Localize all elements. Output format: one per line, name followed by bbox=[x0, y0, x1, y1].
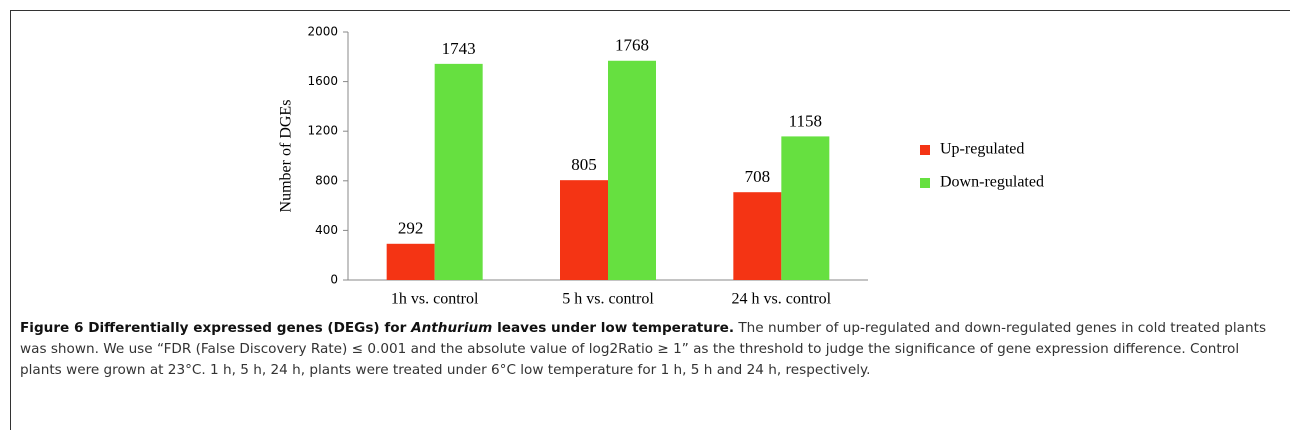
value-label: 805 bbox=[571, 155, 597, 174]
x-tick-label: 24 h vs. control bbox=[732, 291, 832, 308]
legend-swatch bbox=[920, 145, 930, 155]
caption: Figure 6 Differentially expressed genes … bbox=[20, 318, 1282, 381]
y-tick-label: 1200 bbox=[307, 124, 338, 138]
y-tick-label: 2000 bbox=[307, 25, 338, 39]
y-tick-label: 1600 bbox=[307, 74, 338, 88]
figure-label: Figure 6 bbox=[20, 320, 84, 336]
chart: 0 400 800 1200 1600 2000 Number of DGEs 1h vs. … bbox=[278, 25, 1044, 308]
value-label: 1768 bbox=[615, 36, 649, 55]
y-axis-label: Number of DGEs bbox=[278, 100, 295, 213]
y-tick-label: 400 bbox=[315, 223, 338, 237]
legend-label: Down-regulated bbox=[940, 174, 1044, 191]
y-tick-label: 800 bbox=[315, 173, 338, 187]
bar bbox=[781, 136, 830, 280]
title-italic: Anthurium bbox=[411, 320, 493, 336]
value-label: 708 bbox=[745, 167, 771, 186]
x-tick-label: 5 h vs. control bbox=[562, 291, 654, 308]
bar bbox=[608, 60, 656, 280]
caption-body: The number of up-regulated and down-regu… bbox=[20, 320, 1267, 378]
x-tick-label: 1h vs. control bbox=[391, 291, 479, 308]
bar bbox=[560, 180, 608, 280]
value-label: 292 bbox=[398, 219, 424, 238]
caption-title: Figure 6 Differentially expressed genes … bbox=[20, 320, 734, 336]
value-label: 1743 bbox=[442, 39, 476, 58]
legend-label: Up-regulated bbox=[940, 141, 1024, 158]
value-label: 1158 bbox=[789, 111, 822, 130]
bar bbox=[386, 243, 435, 280]
bar bbox=[434, 63, 483, 281]
bar bbox=[733, 192, 782, 280]
y-tick-label: 0 bbox=[330, 273, 338, 287]
legend-swatch bbox=[920, 178, 930, 188]
title-start: Differentially expressed genes (DEGs) fo… bbox=[88, 320, 407, 336]
figure-frame bbox=[10, 10, 1290, 430]
title-end: leaves under low temperature. bbox=[497, 320, 735, 336]
